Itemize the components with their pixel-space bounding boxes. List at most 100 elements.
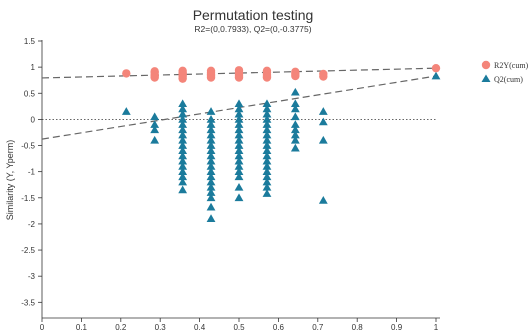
q2cum-point <box>206 114 216 123</box>
x-tick-label: 0.4 <box>194 323 206 332</box>
q2cum-point <box>262 125 272 134</box>
q2cum-point <box>262 167 272 175</box>
q2cum-point <box>234 167 244 175</box>
x-tick-label: 0.1 <box>76 323 88 332</box>
q2cum-point <box>178 162 188 170</box>
x-tick-label: 0.6 <box>273 323 285 332</box>
r2ycum-point <box>291 71 300 81</box>
r2ycum-point <box>206 66 216 75</box>
legend-label-r2ycum: R2Y(cum) <box>494 61 528 70</box>
q2cum-point <box>178 141 188 149</box>
q2cum-point <box>318 135 328 144</box>
q2cum-point <box>150 125 160 134</box>
q2cum-point <box>234 99 244 108</box>
x-tick-label: 1 <box>434 323 439 332</box>
q2cum-point <box>262 130 272 139</box>
q2cum-point <box>206 214 216 222</box>
r2ycum-point <box>150 73 159 82</box>
y-tick-label: -2.5 <box>21 246 35 255</box>
q2cum-point <box>206 162 216 170</box>
x-tick-label: 0.8 <box>352 323 364 332</box>
r2ycum-point <box>122 69 131 78</box>
q2cum-point <box>206 202 216 211</box>
r2ycum-point <box>234 73 244 82</box>
q2cum-point <box>206 141 216 149</box>
q2cum-point <box>290 87 300 96</box>
q2cum-point <box>206 151 216 160</box>
chart-subtitle: R2=(0,0.7933), Q2=(0,-0.3775) <box>194 24 311 34</box>
q2cum-point <box>234 172 244 181</box>
q2cum-point <box>262 162 272 170</box>
r2ycum-point <box>262 73 272 82</box>
q2cum-point <box>262 189 272 197</box>
q2cum-point <box>206 146 216 155</box>
q2cum-point <box>150 135 160 144</box>
q2cum-point <box>234 151 244 160</box>
q2cum-point <box>178 99 188 108</box>
x-tick-label: 0 <box>40 323 45 332</box>
q2cum-point <box>178 114 188 123</box>
q2cum-point <box>262 141 272 149</box>
chart-title: Permutation testing <box>193 7 314 23</box>
legend-item-r2ycum: R2Y(cum) <box>481 60 528 70</box>
y-axis-ticks: 1.5 1 0.5 0 -0.5 -1 -1.5 -2 -2.5 -3 -3.5 <box>21 37 42 307</box>
q2cum-point <box>178 151 188 160</box>
q2cum-point <box>206 135 216 144</box>
q2cum-point <box>234 156 244 165</box>
q2cum-point <box>262 104 272 113</box>
x-tick-label: 0.5 <box>233 323 245 332</box>
q2cum-point <box>431 71 441 80</box>
x-tick-label: 0.3 <box>155 323 167 332</box>
q2cum-point <box>206 177 216 186</box>
q2cum-point <box>206 107 216 115</box>
r2ycum-point <box>319 72 328 81</box>
q2cum-point <box>262 99 272 108</box>
q2cum-point <box>178 146 188 155</box>
q2cum-point <box>150 112 160 121</box>
q2cum-point <box>290 104 300 113</box>
x-axis-ticks: 0 0.1 0.2 0.3 0.4 0.5 0.6 0.7 0.8 0.9 1 <box>40 318 439 332</box>
r2ycum-point <box>431 63 441 73</box>
q2cum-point <box>206 130 216 139</box>
q2cum-point <box>262 156 272 165</box>
q2cum-point <box>290 130 300 139</box>
r2ycum-point <box>178 74 187 83</box>
q2cum-point <box>206 125 216 134</box>
q2cum-point <box>290 135 300 144</box>
q2cum-point <box>206 172 216 181</box>
q2cum-point <box>234 114 244 123</box>
q2-cum-points <box>121 71 441 222</box>
y-tick-label: 1 <box>31 63 36 72</box>
q2cum-point <box>262 114 272 123</box>
q2cum-point <box>318 117 328 126</box>
q2cum-point <box>234 130 244 139</box>
r2ycum-legend-marker <box>481 60 491 70</box>
q2cum-point <box>290 112 300 121</box>
y-tick-label: -3.5 <box>21 298 35 307</box>
q2cum-point <box>290 143 300 152</box>
q2cum-point <box>262 135 272 144</box>
q2cum-point <box>234 141 244 149</box>
q2cum-point <box>234 125 244 134</box>
q2cum-point <box>178 177 188 186</box>
q2cum-point <box>178 130 188 139</box>
plot-area: 1.5 1 0.5 0 -0.5 -1 -1.5 -2 -2.5 -3 -3.5 0 0.1 0.2 0.… <box>21 37 441 332</box>
q2cum-point <box>318 196 328 204</box>
q2cum-legend-marker <box>481 74 491 82</box>
q2cum-point <box>262 109 272 118</box>
x-tick-label: 0.7 <box>312 323 324 332</box>
q2cum-point <box>234 120 244 128</box>
y-tick-label: 0.5 <box>24 89 36 98</box>
q2cum-point <box>262 177 272 186</box>
q2cum-point <box>206 156 216 165</box>
q2cum-point <box>262 120 272 128</box>
q2cum-point <box>234 104 244 113</box>
q2cum-point <box>234 162 244 170</box>
r2ycum-point <box>150 67 159 76</box>
q2cum-point <box>206 167 216 175</box>
q2cum-point <box>234 193 244 202</box>
q2cum-point <box>290 120 300 128</box>
r2y-cum-points <box>122 63 441 83</box>
legend-label-q2cum: Q2(cum) <box>494 75 523 84</box>
